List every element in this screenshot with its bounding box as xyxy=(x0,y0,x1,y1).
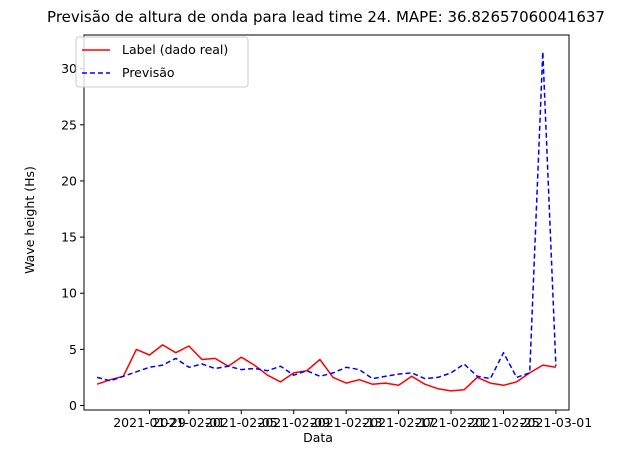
chart-title: Previsão de altura de onda para lead tim… xyxy=(47,8,605,26)
y-tick-label: 15 xyxy=(61,230,77,245)
y-tick-label: 0 xyxy=(69,398,77,413)
y-tick-label: 25 xyxy=(61,117,77,132)
x-tick-label: 2021-02-09 xyxy=(257,415,330,430)
legend: Label (dado real) Previsão xyxy=(75,36,249,88)
x-tick-label: 2021-03-01 xyxy=(520,415,593,430)
axes-frame xyxy=(83,34,570,411)
legend-label-real: Label (dado real) xyxy=(122,42,228,57)
y-axis-label: Wave height (Hs) xyxy=(22,166,37,274)
x-tick-label: 2021-02-17 xyxy=(362,415,435,430)
x-tick-label: 2021-02-25 xyxy=(467,415,540,430)
series-line-forecast xyxy=(96,51,557,382)
x-tick-label: 2021-02-01 xyxy=(153,415,226,430)
plot-area xyxy=(84,35,569,410)
y-tick-label: 5 xyxy=(69,342,77,357)
y-tick-label: 20 xyxy=(61,173,77,188)
x-axis-label: Data xyxy=(303,430,333,445)
series-line-label xyxy=(96,344,557,392)
x-axis-ticks: 2021-01-292021-02-012021-02-052021-02-09… xyxy=(113,410,592,430)
y-axis-ticks: 0 5 10 15 20 25 30 xyxy=(61,61,84,413)
legend-label-forecast: Previsão xyxy=(122,65,175,80)
legend-box xyxy=(75,36,249,88)
x-tick-label: 2021-01-29 xyxy=(113,415,186,430)
x-tick-label: 2021-02-13 xyxy=(310,415,383,430)
x-tick-label: 2021-02-05 xyxy=(205,415,278,430)
y-tick-label: 10 xyxy=(61,286,77,301)
x-tick-label: 2021-02-21 xyxy=(415,415,488,430)
y-tick-label: 30 xyxy=(61,61,77,76)
series-layer xyxy=(96,51,557,392)
